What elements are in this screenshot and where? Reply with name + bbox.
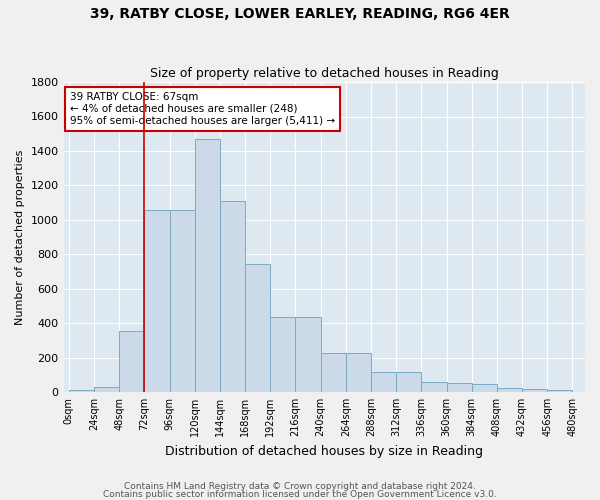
Bar <box>446 384 472 392</box>
Text: Contains HM Land Registry data © Crown copyright and database right 2024.: Contains HM Land Registry data © Crown c… <box>124 482 476 491</box>
Bar <box>320 354 346 392</box>
Bar <box>421 382 446 392</box>
Bar <box>547 390 572 392</box>
Bar <box>346 354 371 392</box>
Bar <box>396 372 421 392</box>
Bar <box>245 264 270 392</box>
X-axis label: Distribution of detached houses by size in Reading: Distribution of detached houses by size … <box>165 444 483 458</box>
Bar <box>371 372 396 392</box>
Bar <box>497 388 522 392</box>
Bar <box>220 201 245 392</box>
Text: 39, RATBY CLOSE, LOWER EARLEY, READING, RG6 4ER: 39, RATBY CLOSE, LOWER EARLEY, READING, … <box>90 8 510 22</box>
Bar <box>69 390 94 392</box>
Bar <box>522 388 547 392</box>
Bar <box>94 387 119 392</box>
Bar <box>194 139 220 392</box>
Title: Size of property relative to detached houses in Reading: Size of property relative to detached ho… <box>150 66 499 80</box>
Text: Contains public sector information licensed under the Open Government Licence v3: Contains public sector information licen… <box>103 490 497 499</box>
Bar <box>145 210 170 392</box>
Y-axis label: Number of detached properties: Number of detached properties <box>15 150 25 324</box>
Text: 39 RATBY CLOSE: 67sqm
← 4% of detached houses are smaller (248)
95% of semi-deta: 39 RATBY CLOSE: 67sqm ← 4% of detached h… <box>70 92 335 126</box>
Bar <box>295 317 320 392</box>
Bar <box>270 317 295 392</box>
Bar <box>472 384 497 392</box>
Bar <box>119 331 145 392</box>
Bar <box>170 210 194 392</box>
